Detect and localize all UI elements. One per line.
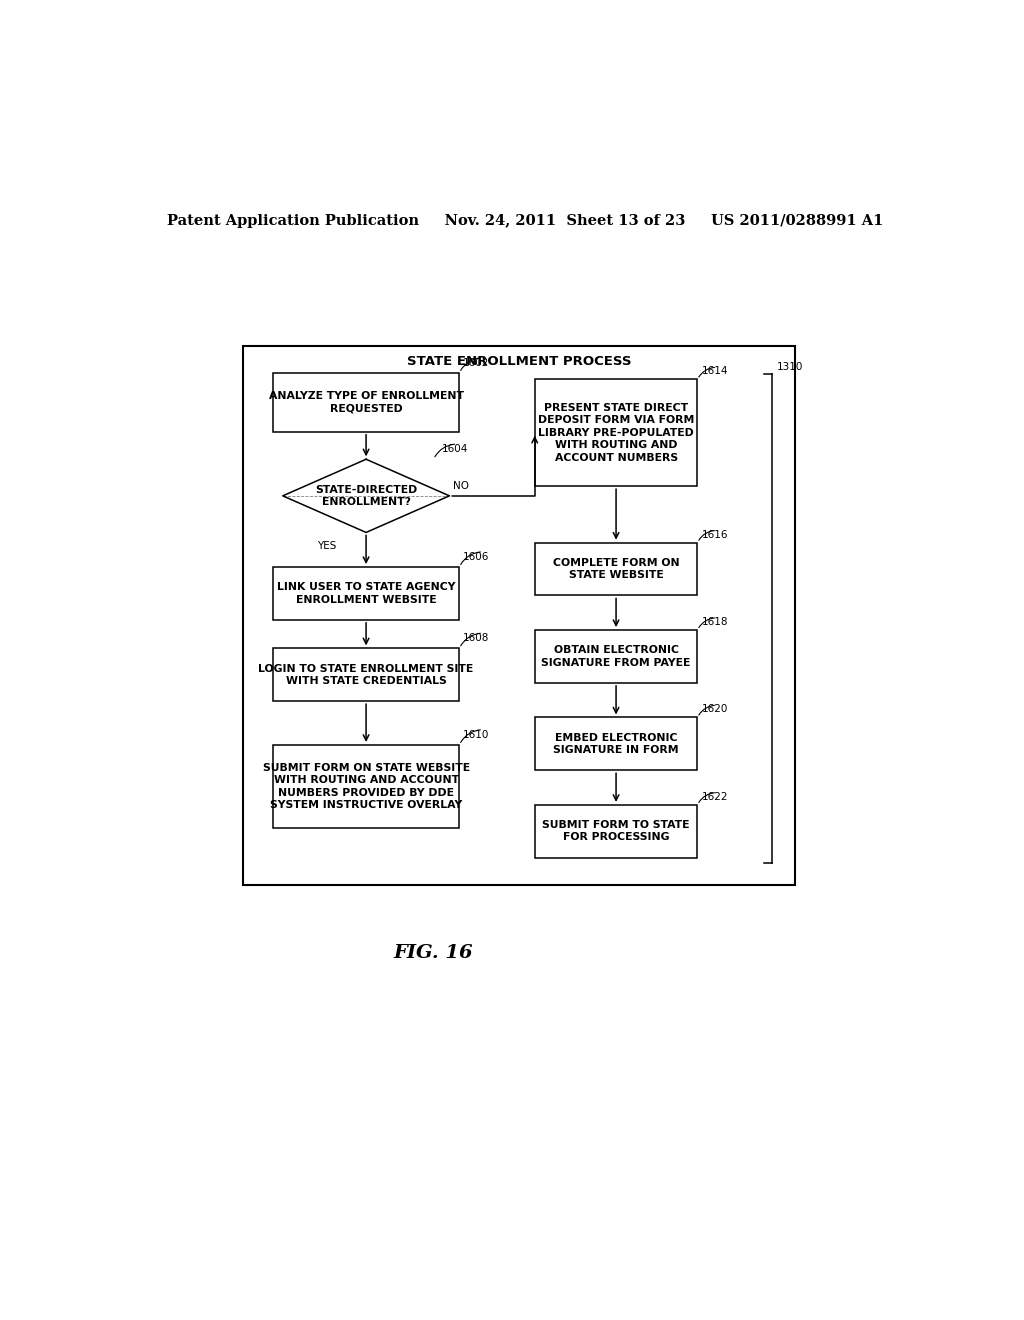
Bar [535,379,697,486]
Text: EMBED ELECTRONIC
SIGNATURE IN FORM: EMBED ELECTRONIC SIGNATURE IN FORM [553,733,679,755]
Text: SUBMIT FORM ON STATE WEBSITE
WITH ROUTING AND ACCOUNT
NUMBERS PROVIDED BY DDE
SY: SUBMIT FORM ON STATE WEBSITE WITH ROUTIN… [262,763,470,810]
Text: LOGIN TO STATE ENROLLMENT SITE
WITH STATE CREDENTIALS: LOGIN TO STATE ENROLLMENT SITE WITH STAT… [258,664,474,686]
Text: SUBMIT FORM TO STATE
FOR PROCESSING: SUBMIT FORM TO STATE FOR PROCESSING [543,820,690,842]
Text: 1608: 1608 [463,634,489,643]
Text: 1620: 1620 [701,705,728,714]
Bar [272,744,460,828]
Text: 1604: 1604 [441,444,468,454]
Bar [535,805,697,858]
Text: 1614: 1614 [701,367,728,376]
Text: 1606: 1606 [463,552,489,562]
Text: 1610: 1610 [463,730,489,739]
Bar [535,718,697,771]
Text: YES: YES [316,541,336,550]
Text: STATE-DIRECTED
ENROLLMENT?: STATE-DIRECTED ENROLLMENT? [315,484,417,507]
Text: 1616: 1616 [701,529,728,540]
Text: NO: NO [454,480,469,491]
Text: ANALYZE TYPE OF ENROLLMENT
REQUESTED: ANALYZE TYPE OF ENROLLMENT REQUESTED [268,391,464,413]
Text: 1622: 1622 [701,792,728,801]
Bar [243,346,795,886]
Bar [535,543,697,595]
Bar [272,568,460,620]
Text: FIG. 16: FIG. 16 [393,944,473,962]
Text: PRESENT STATE DIRECT
DEPOSIT FORM VIA FORM
LIBRARY PRE-POPULATED
WITH ROUTING AN: PRESENT STATE DIRECT DEPOSIT FORM VIA FO… [538,403,694,462]
Text: Patent Application Publication     Nov. 24, 2011  Sheet 13 of 23     US 2011/028: Patent Application Publication Nov. 24, … [167,214,883,228]
Text: LINK USER TO STATE AGENCY
ENROLLMENT WEBSITE: LINK USER TO STATE AGENCY ENROLLMENT WEB… [276,582,456,605]
Text: 1618: 1618 [701,616,728,627]
Bar [535,630,697,682]
Text: 1310: 1310 [776,363,803,372]
Text: 1602: 1602 [463,358,489,368]
Text: OBTAIN ELECTRONIC
SIGNATURE FROM PAYEE: OBTAIN ELECTRONIC SIGNATURE FROM PAYEE [542,645,691,668]
Bar [272,372,460,432]
Text: COMPLETE FORM ON
STATE WEBSITE: COMPLETE FORM ON STATE WEBSITE [553,558,679,581]
Bar [272,648,460,701]
Text: STATE ENROLLMENT PROCESS: STATE ENROLLMENT PROCESS [407,355,632,368]
